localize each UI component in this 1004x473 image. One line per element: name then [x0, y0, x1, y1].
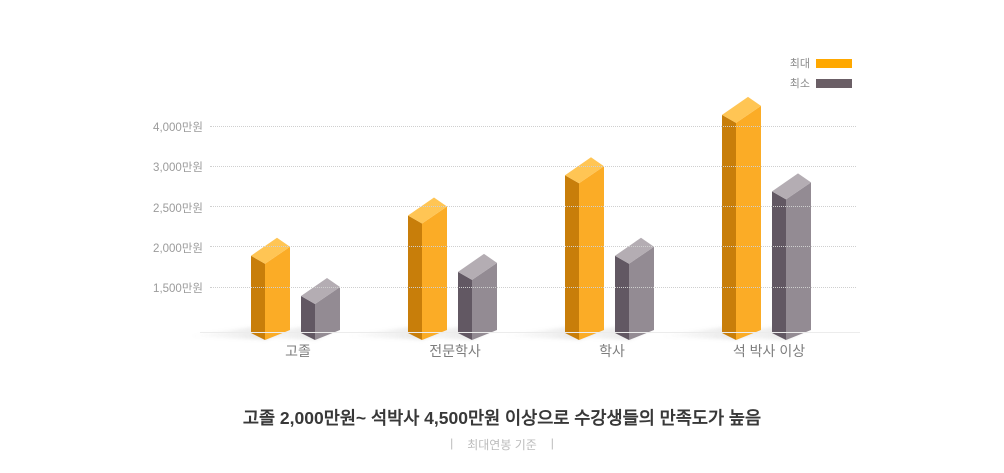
max-bar-2-front-face: [422, 206, 447, 340]
max-bar-3-front-face: [579, 166, 604, 340]
chart-caption-title: 고졸 2,000만원~ 석박사 4,500만원 이상으로 수강생들의 만족도가 …: [242, 408, 762, 428]
x-axis-category-label: 고졸: [285, 343, 311, 359]
y-axis-tick-label: 1,500만원: [153, 283, 203, 295]
gridline-2500: [210, 206, 856, 207]
gridline-4000: [210, 125, 856, 127]
min-bar-2-front-face: [472, 262, 497, 340]
min-bar-3-side-face: [615, 255, 629, 340]
subtitle-text: 최대연봉 기준: [467, 438, 537, 452]
subtitle-right-bar: |: [550, 436, 554, 450]
max-bar-4-side-face: [722, 114, 736, 340]
gridline-1500: [210, 286, 856, 288]
chart-caption-subtitle: | 최대연봉 기준 |: [0, 436, 1004, 453]
min-bar-4-side-face: [772, 191, 786, 340]
legend-item-min: 최소: [790, 75, 852, 91]
gridline-2000: [210, 246, 856, 248]
x-axis-category-label: 전문학사: [429, 343, 481, 359]
legend-label-max: 최대: [789, 58, 810, 70]
y-axis-tick-label: 2,500만원: [153, 202, 203, 215]
legend: 최대 최소: [790, 55, 852, 91]
min-bar-2-side-face: [458, 271, 472, 340]
min-bar-1-side-face: [301, 296, 315, 340]
legend-swatch-max-icon: [816, 58, 852, 68]
min-bar-3-front-face: [629, 246, 654, 340]
max-bar-4-front-face: [736, 105, 761, 340]
max-bar-2-side-face: [408, 215, 422, 340]
max-bar-1-front-face: [265, 246, 290, 340]
y-axis-tick-label: 4,000만원: [153, 122, 203, 134]
min-bar-2-top-face: [458, 253, 497, 280]
max-bar-1-side-face: [251, 255, 265, 340]
max-bar-2-top-face: [408, 197, 447, 224]
legend-item-max: 최대: [790, 55, 852, 71]
max-bar-1-top-face: [251, 237, 290, 264]
gridline-3000: [210, 165, 856, 167]
x-axis-category-label: 석 박사 이상: [732, 343, 806, 359]
x-axis-baseline: [200, 332, 860, 333]
min-bar-1-top-face: [301, 278, 340, 304]
x-axis-category-label: 학사: [599, 343, 625, 359]
min-bar-3-top-face: [615, 237, 654, 264]
max-bar-3-side-face: [565, 175, 579, 340]
min-bar-1-front-face: [315, 287, 340, 340]
max-bar-3-top-face: [565, 157, 604, 184]
max-bar-4-top-face: [722, 96, 761, 123]
subtitle-left-bar: |: [450, 436, 454, 450]
y-axis-tick-label: 2,000만원: [153, 242, 203, 255]
legend-swatch-min-icon: [816, 78, 852, 88]
legend-label-min: 최소: [789, 78, 810, 90]
min-bar-4-top-face: [772, 173, 811, 200]
y-axis-tick-label: 3,000만원: [153, 162, 203, 175]
min-bar-4-front-face: [786, 182, 811, 340]
